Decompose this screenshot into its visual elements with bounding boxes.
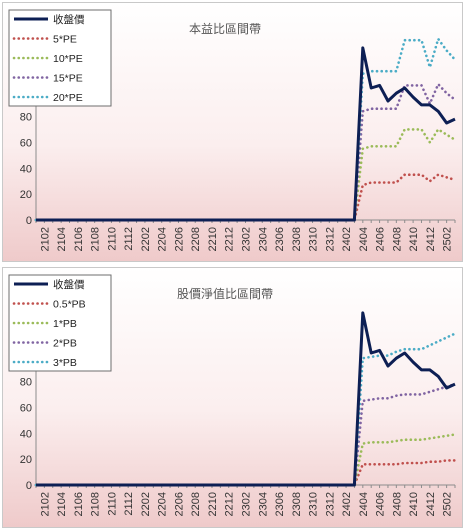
chart-title: 本益比區間帶 bbox=[189, 22, 261, 36]
pb-band-chart: 0204060801001201401602102210421062108211… bbox=[8, 273, 457, 516]
x-tick-label: 2208 bbox=[190, 227, 202, 251]
legend-label: 收盤價 bbox=[53, 13, 85, 26]
legend-label: 0.5*PB bbox=[53, 299, 86, 311]
x-tick-label: 2306 bbox=[274, 492, 286, 516]
y-tick-label: 60 bbox=[20, 137, 32, 149]
legend-box bbox=[8, 274, 112, 372]
x-tick-label: 2206 bbox=[173, 492, 185, 516]
chart-title: 股價淨值比區間帶 bbox=[177, 286, 273, 301]
x-tick-label: 2302 bbox=[241, 227, 253, 251]
x-tick-label: 2404 bbox=[358, 492, 370, 516]
legend-label: 10*PE bbox=[53, 53, 83, 65]
x-tick-label: 2102 bbox=[39, 492, 51, 516]
x-tick-label: 2210 bbox=[207, 492, 219, 516]
x-tick-label: 2106 bbox=[73, 227, 85, 251]
y-tick-label: 40 bbox=[20, 163, 32, 175]
x-tick-label: 2104 bbox=[56, 492, 68, 516]
legend-label: 20*PE bbox=[53, 92, 83, 104]
series-line-1 bbox=[34, 459, 457, 487]
x-tick-label: 2204 bbox=[157, 227, 169, 251]
series-line-1 bbox=[34, 173, 457, 222]
x-tick-label: 2110 bbox=[106, 227, 118, 251]
x-tick-label: 2212 bbox=[224, 227, 236, 251]
x-tick-label: 2306 bbox=[274, 227, 286, 251]
x-tick-label: 2106 bbox=[73, 492, 85, 516]
x-tick-label: 2112 bbox=[123, 227, 135, 251]
y-tick-label: 80 bbox=[20, 112, 32, 124]
x-tick-label: 2202 bbox=[140, 492, 152, 516]
series-line-0 bbox=[36, 311, 456, 487]
y-tick-label: 0 bbox=[26, 215, 32, 227]
x-tick-label: 2312 bbox=[324, 492, 336, 516]
series-line-3 bbox=[34, 382, 457, 487]
x-tick-label: 2406 bbox=[375, 492, 387, 516]
y-tick-label: 20 bbox=[20, 454, 32, 466]
x-tick-label: 2404 bbox=[358, 227, 370, 251]
legend-box bbox=[8, 9, 112, 107]
series-line-2 bbox=[34, 128, 457, 222]
x-tick-label: 2408 bbox=[391, 227, 403, 251]
legend-label: 收盤價 bbox=[53, 278, 85, 291]
x-tick-label: 2412 bbox=[425, 227, 437, 251]
x-tick-label: 2112 bbox=[123, 492, 135, 516]
legend-label: 5*PE bbox=[53, 34, 77, 46]
x-tick-label: 2408 bbox=[391, 492, 403, 516]
x-tick-label: 2308 bbox=[291, 492, 303, 516]
y-tick-label: 0 bbox=[26, 480, 32, 492]
y-tick-label: 60 bbox=[20, 402, 32, 414]
legend-label: 1*PB bbox=[53, 318, 77, 330]
pe-band-chart: 0204060801001201401602102210421062108211… bbox=[8, 8, 457, 251]
x-tick-label: 2402 bbox=[341, 492, 353, 516]
x-tick-label: 2402 bbox=[341, 227, 353, 251]
y-tick-label: 20 bbox=[20, 189, 32, 201]
y-tick-label: 40 bbox=[20, 428, 32, 440]
x-tick-label: 2308 bbox=[291, 227, 303, 251]
x-tick-label: 2202 bbox=[140, 227, 152, 251]
series-line-2 bbox=[34, 433, 457, 487]
x-tick-label: 2208 bbox=[190, 492, 202, 516]
x-tick-label: 2310 bbox=[308, 227, 320, 251]
pe-band-chart-panel: 0204060801001201401602102210421062108211… bbox=[2, 2, 463, 262]
legend-label: 15*PE bbox=[53, 73, 83, 85]
y-tick-label: 80 bbox=[20, 377, 32, 389]
x-tick-label: 2110 bbox=[106, 492, 118, 516]
x-tick-label: 2410 bbox=[408, 492, 420, 516]
x-tick-label: 2304 bbox=[257, 227, 269, 251]
x-tick-label: 2304 bbox=[257, 492, 269, 516]
legend-label: 2*PB bbox=[53, 338, 77, 350]
x-tick-label: 2502 bbox=[442, 492, 454, 516]
pb-band-chart-panel: 0204060801001201401602102210421062108211… bbox=[2, 267, 463, 528]
x-tick-label: 2108 bbox=[90, 227, 102, 251]
x-tick-label: 2210 bbox=[207, 227, 219, 251]
x-tick-label: 2204 bbox=[157, 492, 169, 516]
x-tick-label: 2412 bbox=[425, 492, 437, 516]
x-tick-label: 2502 bbox=[442, 227, 454, 251]
x-tick-label: 2104 bbox=[56, 227, 68, 251]
x-tick-label: 2406 bbox=[375, 227, 387, 251]
x-tick-label: 2108 bbox=[90, 492, 102, 516]
legend-label: 3*PB bbox=[53, 357, 77, 369]
x-tick-label: 2410 bbox=[408, 227, 420, 251]
x-tick-label: 2310 bbox=[308, 492, 320, 516]
x-tick-label: 2206 bbox=[173, 227, 185, 251]
x-tick-label: 2102 bbox=[39, 227, 51, 251]
series-line-0 bbox=[36, 46, 456, 222]
x-tick-label: 2302 bbox=[241, 492, 253, 516]
x-tick-label: 2312 bbox=[324, 227, 336, 251]
x-tick-label: 2212 bbox=[224, 492, 236, 516]
